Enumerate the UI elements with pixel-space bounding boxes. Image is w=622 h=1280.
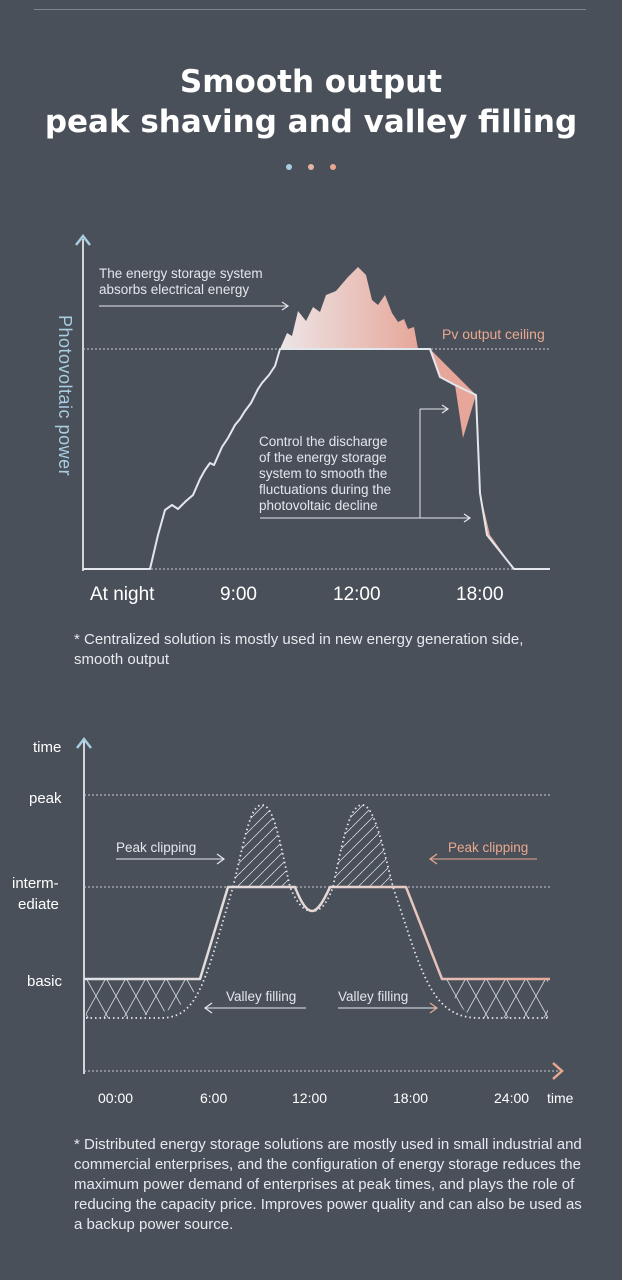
discharge-text-3: system to smooth the <box>259 466 387 481</box>
discharge-text-2: of the energy storage <box>259 450 387 465</box>
chart2-y-axis-arrow <box>76 736 92 749</box>
discharge-arrow-head-1 <box>441 404 450 414</box>
chart2-x-axis-arrow <box>552 1062 564 1080</box>
level-intermediate-label-2: ediate <box>18 896 59 913</box>
top-divider <box>34 9 586 10</box>
dot-3 <box>330 164 337 170</box>
decorative-dots <box>0 157 622 175</box>
level-basic-label: basic <box>27 973 63 990</box>
chart2-ylabel: time <box>33 739 61 756</box>
chart1-xtick-night: At night <box>90 584 155 605</box>
absorb-text-2: absorbs electrical energy <box>99 282 249 297</box>
chart1-ylabel: Photovoltaic power <box>55 315 75 476</box>
peak-clipping-label-right: Peak clipping <box>448 840 528 855</box>
chart1-xtick-9: 9:00 <box>220 584 257 605</box>
peak-clipping-area-2 <box>333 805 393 887</box>
chart2-xtick-12: 12:00 <box>292 1090 327 1106</box>
chart1-footnote: * Centralized solution is mostly used in… <box>74 631 524 668</box>
chart1-xtick-12: 12:00 <box>333 584 381 605</box>
peak-right-arrow-head <box>428 853 438 865</box>
chart2-xtick-24: 24:00 <box>494 1090 529 1106</box>
chart2-xtick-6: 6:00 <box>200 1090 227 1106</box>
chart2-footnote: * Distributed energy storage solutions a… <box>74 1136 582 1233</box>
pv-ceiling-label: Pv output ceiling <box>442 326 545 342</box>
discharge-arrow-head-2 <box>463 513 472 523</box>
valley-filling-label-right: Valley filling <box>338 989 408 1004</box>
chart2-xtick-0: 00:00 <box>98 1090 133 1106</box>
valley-left-arrow-head <box>203 1002 213 1014</box>
discharge-area-2 <box>480 493 514 569</box>
absorb-arrow-head <box>281 301 290 311</box>
pv-smoothing-chart: Photovoltaic power At night 9:00 12:00 1… <box>55 233 550 605</box>
peak-clipping-label-left: Peak clipping <box>116 840 196 855</box>
chart1-xtick-18: 18:00 <box>456 584 504 605</box>
chart1-y-axis-arrow <box>75 233 91 246</box>
peak-clipping-area-1 <box>233 805 290 887</box>
valley-filling-area-2 <box>446 979 548 1018</box>
valley-right-arrow-head <box>429 1002 439 1014</box>
valley-filling-label-left: Valley filling <box>226 989 296 1004</box>
chart2-xlabel: time <box>547 1090 574 1106</box>
level-intermediate-label-1: interm- <box>12 875 59 892</box>
smoothed-load-curve <box>84 885 550 981</box>
peak-valley-chart: time peak interm- ediate basic 00:00 6:0… <box>12 736 574 1106</box>
title-line-2: peak shaving and valley filling <box>44 104 578 140</box>
discharge-text-1: Control the discharge <box>259 434 387 449</box>
title-line-1: Smooth output <box>179 64 443 100</box>
chart2-xtick-18: 18:00 <box>393 1090 428 1106</box>
absorbed-energy-area <box>280 267 418 349</box>
dot-2 <box>308 164 314 170</box>
discharge-text-5: photovoltaic decline <box>259 498 378 513</box>
peak-left-arrow-head <box>216 853 226 865</box>
dot-1 <box>285 164 292 170</box>
discharge-text-4: fluctuations during the <box>259 482 391 497</box>
level-peak-label: peak <box>29 790 62 807</box>
pv-curve <box>83 348 550 570</box>
discharge-area-1 <box>430 349 476 438</box>
absorb-text-1: The energy storage system <box>99 266 263 281</box>
valley-filling-area-1 <box>86 979 200 1018</box>
page-title: Smooth output peak shaving and valley fi… <box>0 62 622 142</box>
